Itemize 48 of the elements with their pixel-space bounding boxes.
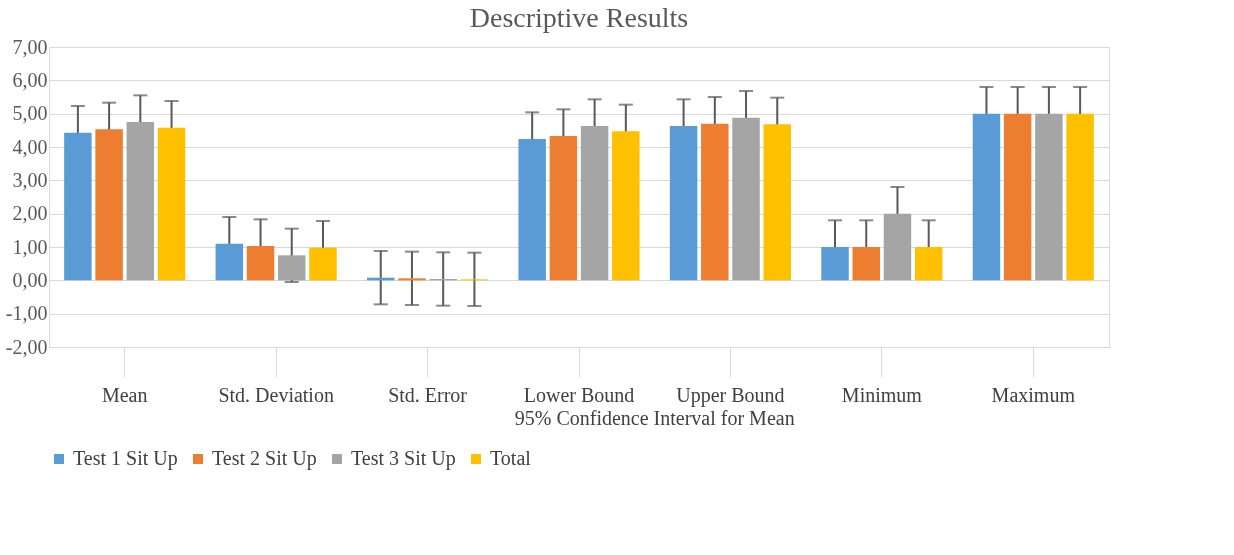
bar [95, 129, 123, 281]
y-tick-label: 7,00 [12, 35, 48, 58]
bar [1003, 113, 1032, 281]
bar [612, 131, 640, 281]
bar [126, 122, 155, 281]
bar [763, 124, 791, 281]
bar [215, 243, 244, 281]
bar [278, 255, 306, 281]
bar [580, 126, 609, 281]
legend-label: Total [490, 447, 532, 469]
legend-label: Test 1 Sit Up [73, 447, 178, 470]
y-tick-label: 1,00 [12, 235, 48, 258]
bar [398, 278, 426, 281]
bar [669, 126, 698, 281]
y-tick-label: -1,00 [5, 302, 48, 325]
x-tick-label: Maximum [991, 383, 1076, 406]
y-tick-label: 0,00 [12, 268, 48, 291]
y-tick-label: 2,00 [12, 202, 48, 225]
bar [64, 132, 92, 281]
chart-title: Descriptive Results [469, 2, 689, 33]
y-tick-label: -2,00 [5, 335, 48, 358]
y-tick-label: 4,00 [12, 135, 48, 158]
bar [883, 213, 912, 281]
x-tick-label: Std. Error [388, 383, 468, 406]
bar [852, 247, 880, 281]
x-tick-label: Mean [101, 383, 148, 406]
legend-label: Test 2 Sit Up [212, 447, 317, 470]
legend-label: Test 3 Sit Up [351, 447, 456, 470]
bar [309, 247, 337, 281]
x-tick-label: Upper Bound [676, 383, 785, 407]
bar [246, 246, 275, 281]
bar [518, 139, 546, 281]
bar [821, 247, 849, 281]
y-tick-label: 3,00 [12, 168, 48, 191]
bar [1035, 113, 1063, 281]
bar [549, 136, 578, 281]
bar [1066, 113, 1094, 281]
bar [701, 123, 729, 281]
x-tick-label: Lower Bound [523, 383, 635, 406]
bar [914, 247, 943, 281]
bar [972, 113, 1001, 281]
y-tick-label: 5,00 [12, 102, 48, 125]
y-tick-label: 6,00 [12, 68, 48, 91]
bar [732, 117, 760, 281]
bar [157, 127, 186, 281]
x-tick-label: Minimum [841, 383, 923, 406]
x-tick-label: Std. Deviation [218, 383, 334, 406]
text: 95% Confidence Interval for Mean [514, 407, 795, 429]
